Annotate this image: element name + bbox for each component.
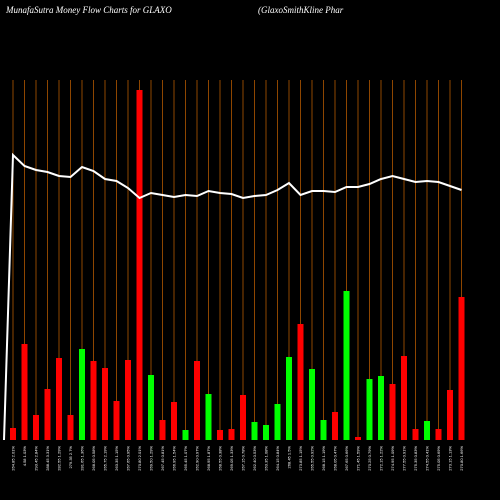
x-tick-label: 269.05 1.33% (229, 446, 234, 471)
x-tick-label: 273.15 1.13% (448, 446, 453, 471)
x-tick-label: 271.45 1.59% (356, 446, 361, 471)
bar (148, 375, 154, 440)
bar (136, 90, 143, 440)
x-tick-label: 264.15 0.84% (275, 446, 280, 471)
x-tick-label: 272.15 1.22% (379, 446, 384, 471)
bar (401, 356, 407, 440)
x-tick-label: 269.50 1.29% (149, 446, 154, 471)
bar (378, 376, 384, 440)
price-line (3, 152, 462, 441)
x-tick-label: 268.05 0.47% (333, 446, 338, 471)
bar (435, 429, 442, 440)
x-tick-label: 275.05 0.69% (436, 446, 441, 471)
x-tick-label: 274.95 1.09% (390, 446, 395, 471)
bar (90, 361, 97, 440)
bar (424, 421, 430, 440)
x-tick-label: 281.65 1.36% (80, 446, 85, 471)
bar (182, 430, 189, 440)
x-tick-label: 275.35 0.83% (413, 446, 418, 471)
bar (33, 415, 39, 440)
x-tick-label: 274.55 0.41% (425, 446, 430, 471)
bar (67, 415, 74, 440)
bar (309, 369, 315, 440)
bar (320, 420, 327, 440)
x-tick-label: 270.80 2.01% (137, 446, 142, 471)
bar (263, 425, 269, 440)
bar (217, 430, 223, 440)
x-tick-label: 268.45 1.5% (287, 446, 292, 469)
bar (159, 420, 166, 440)
x-tick-label: 267.45 0.81% (160, 446, 165, 471)
x-tick-label: 279.35 2.7% (68, 446, 73, 469)
x-tick-label: 4.58 1.03% (22, 446, 27, 467)
bar (332, 412, 338, 440)
bar (44, 389, 51, 440)
bar (447, 390, 453, 440)
x-tick-label: 264.85 2.01% (11, 446, 16, 471)
bar (412, 429, 419, 440)
bar (194, 361, 200, 440)
x-tick-label: 263.35 1.08% (264, 446, 269, 471)
x-tick-label: 267.65 0.95% (126, 446, 131, 471)
x-tick-label: 282.55 1.29% (57, 446, 62, 471)
bar (228, 429, 235, 440)
x-tick-label: 262.40 0.53% (252, 446, 257, 471)
x-tick-label: 288.45 3.31% (45, 446, 50, 471)
x-tick-label: 262.90 0.97% (195, 446, 200, 471)
x-tick-label: 268.55 0.38% (218, 446, 223, 471)
bar (458, 297, 465, 440)
x-tick-label: 265.45 1.07% (183, 446, 188, 471)
chart-subtitle: (GlaxoSmithKline Phar (258, 5, 344, 15)
bar (297, 324, 304, 440)
x-tick-label: 270.80 1.66% (459, 446, 464, 471)
bar (205, 394, 212, 440)
x-tick-label: 270.25 0.79% (367, 446, 372, 471)
bar (56, 358, 62, 440)
x-tick-label: 267.65 0.66% (344, 446, 349, 471)
bar (389, 384, 396, 440)
x-tick-label: 268.15 1.19% (321, 446, 326, 471)
x-tick-label: 266.95 1.54% (172, 446, 177, 471)
chart-title: MunafaSutra Money Flow Charts for GLAXO (5, 5, 172, 15)
bar (240, 395, 246, 440)
x-tick-label: 267.15 0.78% (241, 446, 246, 471)
x-tick-label: 265.55 0.92% (310, 446, 315, 471)
x-tick-label: 268.05 0.58% (91, 446, 96, 471)
x-tick-label: 273.85 1.15% (298, 446, 303, 471)
bar (366, 379, 373, 440)
bar (355, 437, 361, 440)
bar (171, 402, 177, 440)
x-tick-label: 263.35 1.15% (114, 446, 119, 471)
bar (102, 368, 108, 440)
bar (10, 428, 16, 440)
x-tick-label: 268.95 1.87% (206, 446, 211, 471)
bar (286, 357, 292, 440)
bar (274, 404, 281, 440)
bar (251, 422, 258, 440)
bar (343, 291, 350, 440)
bar (113, 401, 120, 440)
x-tick-label: 277.55 0.91% (402, 446, 407, 471)
bar (21, 344, 28, 440)
x-tick-label: 293.45 2.84% (34, 446, 39, 471)
bar (125, 360, 131, 440)
x-tick-label: 265.75 2.19% (103, 446, 108, 471)
bar (79, 349, 85, 440)
